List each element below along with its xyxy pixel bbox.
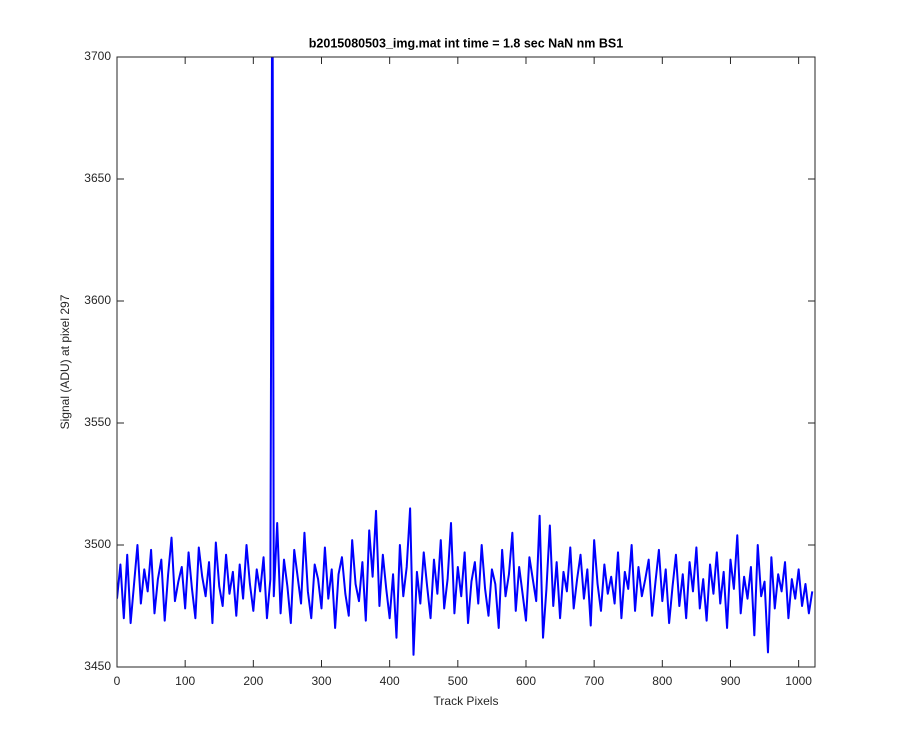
y-tick-label: 3650 xyxy=(84,171,111,185)
x-tick-label: 100 xyxy=(175,674,195,688)
x-tick-label: 900 xyxy=(720,674,740,688)
y-tick-label: 3550 xyxy=(84,415,111,429)
x-tick-label: 500 xyxy=(448,674,468,688)
x-tick-label: 300 xyxy=(311,674,331,688)
x-tick-label: 700 xyxy=(584,674,604,688)
y-tick-label: 3450 xyxy=(84,659,111,673)
x-axis-label: Track Pixels xyxy=(434,694,499,708)
chart-title: b2015080503_img.mat int time = 1.8 sec N… xyxy=(309,36,623,50)
x-tick-label: 400 xyxy=(380,674,400,688)
x-tick-label: 0 xyxy=(114,674,121,688)
x-tick-label: 200 xyxy=(243,674,263,688)
data-line xyxy=(117,57,814,656)
axes-box xyxy=(116,56,816,668)
y-tick-label: 3700 xyxy=(84,49,111,63)
y-tick-label: 3500 xyxy=(84,537,111,551)
y-tick-label: 3600 xyxy=(84,293,111,307)
plot-lines xyxy=(117,57,814,656)
x-tick-label: 800 xyxy=(652,674,672,688)
x-tick-label: 600 xyxy=(516,674,536,688)
x-tick-label: 1000 xyxy=(785,674,812,688)
y-axis-label: Signal (ADU) at pixel 297 xyxy=(58,294,72,429)
